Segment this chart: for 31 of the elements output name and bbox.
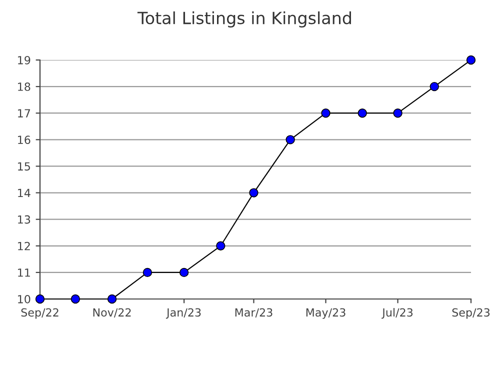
x-tick-label: Jan/23 — [166, 308, 201, 319]
x-tick-label: Mar/23 — [235, 308, 272, 318]
y-tick-label: 15 — [18, 162, 30, 171]
point — [249, 188, 258, 198]
y-tick-label: 12 — [18, 242, 30, 250]
y-tick-label: 13 — [18, 215, 30, 224]
chart-title: Total Listings in Kingsland — [137, 11, 351, 28]
point — [142, 268, 152, 278]
x-tick-label: Nov/22 — [93, 308, 131, 318]
x-tick-label: Sep/22 — [21, 308, 58, 319]
y-tick-label: 18 — [18, 82, 30, 91]
y-tick-label: 19 — [18, 56, 30, 64]
y-tick-label: 10 — [18, 294, 30, 304]
point — [393, 108, 402, 118]
x-tick-label: Jul/23 — [382, 308, 413, 319]
point — [216, 241, 226, 250]
point — [35, 294, 45, 304]
point — [179, 268, 189, 278]
point — [321, 108, 330, 118]
y-tick-label: 17 — [18, 109, 30, 118]
point — [358, 108, 367, 118]
point — [107, 294, 117, 304]
point — [430, 82, 439, 92]
y-tick-label: 16 — [18, 136, 30, 144]
point — [70, 294, 80, 304]
point — [286, 135, 295, 144]
point — [466, 55, 476, 65]
y-tick-label: 14 — [18, 188, 30, 197]
x-tick-label: Sep/23 — [452, 308, 490, 319]
x-tick-label: May/23 — [306, 308, 346, 319]
y-tick-label: 11 — [18, 268, 30, 277]
